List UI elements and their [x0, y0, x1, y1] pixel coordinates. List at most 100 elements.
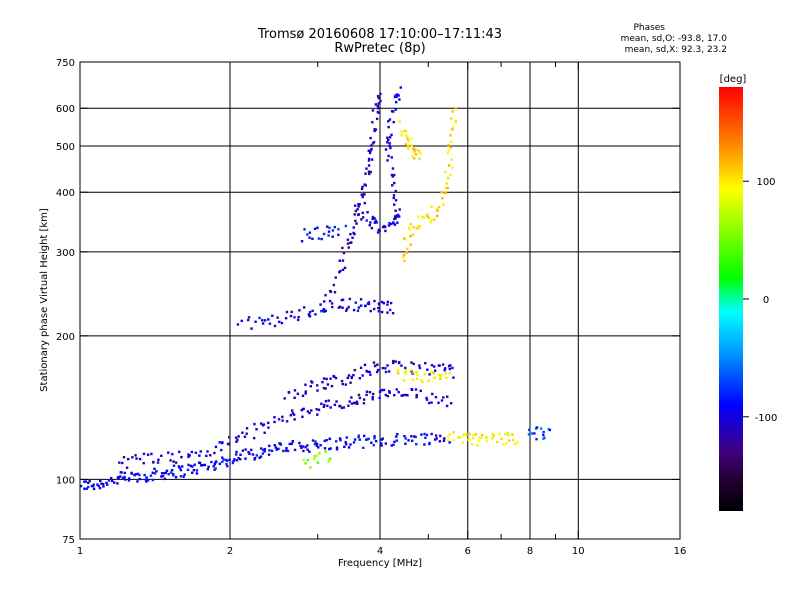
data-point [352, 308, 356, 312]
data-point [363, 201, 366, 205]
data-point [404, 369, 407, 372]
data-point [290, 442, 293, 446]
data-point [416, 373, 419, 376]
data-point [98, 479, 102, 482]
data-point [213, 451, 216, 455]
data-point [415, 370, 418, 374]
data-point [374, 128, 378, 131]
data-point [449, 402, 453, 405]
data-point [444, 187, 448, 190]
data-point [338, 271, 341, 274]
data-point [452, 376, 455, 379]
data-point [254, 320, 257, 323]
y-tick-label: 75 [62, 535, 75, 546]
data-point [539, 427, 543, 430]
data-point [446, 176, 450, 180]
data-point [135, 457, 138, 460]
data-point [85, 487, 88, 490]
data-point [512, 438, 515, 442]
data-point [463, 433, 466, 436]
data-point [341, 298, 345, 301]
x-tick-label: 2 [227, 546, 233, 557]
data-point [179, 468, 183, 472]
data-point [192, 468, 196, 472]
data-point [226, 464, 229, 468]
data-point [371, 215, 375, 219]
data-point [362, 446, 365, 449]
data-point [107, 479, 111, 482]
data-point [373, 129, 376, 133]
data-point [428, 441, 431, 445]
data-point [363, 193, 366, 196]
data-point [371, 398, 374, 401]
data-point [253, 458, 256, 461]
data-point [425, 398, 429, 401]
data-point [395, 215, 399, 218]
data-point [444, 372, 447, 375]
data-point [337, 233, 340, 237]
data-point [449, 146, 453, 149]
data-point [293, 448, 297, 452]
data-point [343, 445, 346, 449]
data-point [267, 453, 271, 456]
data-point [416, 149, 420, 152]
data-point [437, 205, 441, 209]
data-point [191, 471, 194, 474]
data-point [365, 167, 368, 170]
data-point [405, 134, 408, 137]
data-point [308, 315, 312, 318]
data-point [329, 447, 332, 450]
data-point [193, 463, 196, 466]
data-point [277, 447, 280, 451]
data-point [317, 408, 321, 412]
data-point [388, 308, 392, 312]
data-point [317, 446, 320, 449]
data-point [121, 476, 125, 480]
data-point [225, 462, 228, 466]
data-point [413, 157, 416, 160]
data-point [351, 236, 354, 240]
data-point [92, 484, 95, 488]
x-axis-label: Frequency [MHz] [338, 558, 422, 569]
data-point [289, 414, 292, 417]
data-point [327, 234, 330, 237]
data-point [130, 471, 133, 475]
data-point [356, 309, 360, 312]
data-point [206, 450, 209, 453]
data-point [331, 305, 334, 309]
data-point [300, 240, 304, 243]
data-point [423, 372, 427, 376]
data-point [145, 480, 148, 483]
data-point [241, 431, 244, 434]
data-point [285, 420, 289, 423]
data-point [377, 111, 381, 114]
data-point [478, 436, 482, 439]
data-point [244, 448, 247, 451]
data-point [397, 94, 400, 97]
data-point [326, 404, 329, 408]
data-point [384, 229, 387, 233]
data-point [387, 138, 390, 142]
data-point [386, 159, 389, 162]
data-point [273, 416, 276, 419]
data-point [472, 437, 475, 440]
data-point [439, 434, 442, 438]
data-point [386, 300, 390, 304]
data-point [179, 475, 183, 478]
data-point [386, 394, 390, 398]
data-point [350, 375, 353, 379]
data-point [316, 226, 319, 229]
data-point [386, 136, 389, 139]
data-point [377, 306, 380, 310]
data-point [371, 142, 375, 145]
colorbar-tick-label: 100 [756, 177, 775, 188]
data-point [448, 371, 451, 375]
data-point [361, 374, 364, 377]
data-point [143, 473, 146, 477]
data-point [391, 311, 395, 315]
y-tick-label: 600 [56, 104, 75, 115]
data-point [353, 368, 357, 372]
data-point [508, 439, 511, 442]
data-point [347, 446, 351, 449]
data-point [380, 438, 383, 441]
